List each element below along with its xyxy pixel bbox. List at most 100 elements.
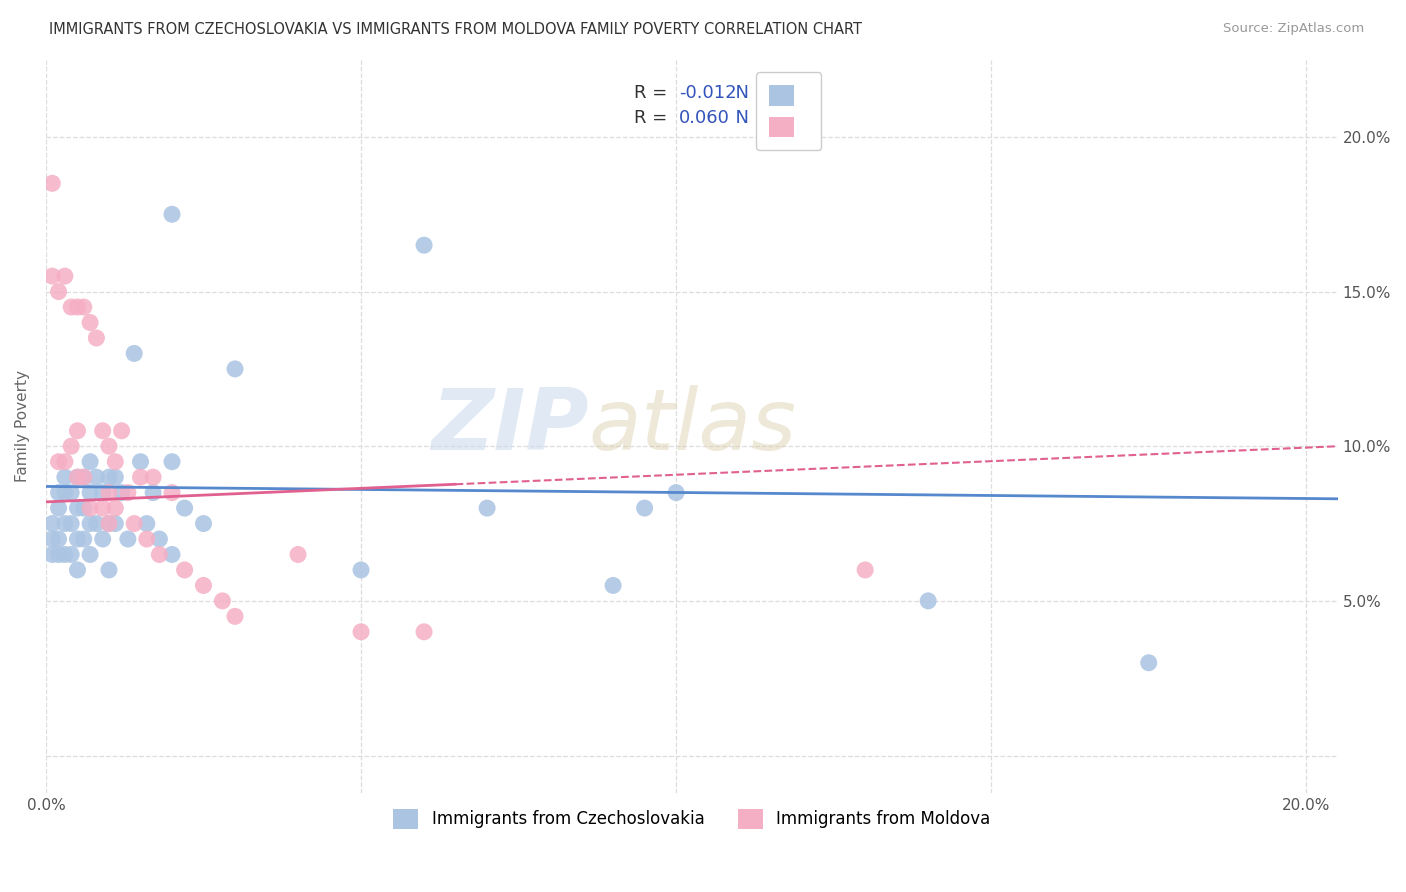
- Point: [98, 516, 121, 531]
- Point: [853, 563, 876, 577]
- Point: [41, 269, 63, 284]
- Point: [48, 532, 70, 546]
- Text: Source: ZipAtlas.com: Source: ZipAtlas.com: [1223, 22, 1364, 36]
- Point: [60, 548, 83, 562]
- Point: [104, 470, 127, 484]
- Point: [1137, 656, 1160, 670]
- Point: [48, 455, 70, 469]
- Text: atlas: atlas: [589, 384, 797, 467]
- Point: [117, 485, 139, 500]
- Point: [193, 516, 215, 531]
- Text: 0.060: 0.060: [679, 109, 730, 128]
- Point: [73, 470, 96, 484]
- Point: [413, 238, 436, 252]
- Point: [86, 470, 108, 484]
- Point: [66, 424, 89, 438]
- Text: -0.012: -0.012: [679, 84, 737, 102]
- Point: [148, 548, 170, 562]
- Point: [79, 548, 101, 562]
- Point: [91, 485, 114, 500]
- Point: [41, 516, 63, 531]
- Point: [475, 501, 498, 516]
- Point: [66, 470, 89, 484]
- Point: [98, 563, 121, 577]
- Point: [142, 470, 165, 484]
- Point: [173, 563, 195, 577]
- Point: [173, 501, 195, 516]
- Point: [53, 516, 76, 531]
- Point: [193, 578, 215, 592]
- Point: [73, 470, 96, 484]
- Point: [53, 455, 76, 469]
- Point: [60, 516, 83, 531]
- Point: [48, 548, 70, 562]
- Point: [91, 532, 114, 546]
- Point: [602, 578, 624, 592]
- Point: [66, 563, 89, 577]
- Point: [160, 455, 183, 469]
- Point: [48, 285, 70, 299]
- Point: [79, 455, 101, 469]
- Point: [135, 532, 157, 546]
- Point: [86, 516, 108, 531]
- Point: [48, 501, 70, 516]
- Point: [66, 532, 89, 546]
- Point: [135, 516, 157, 531]
- Text: ZIP: ZIP: [430, 384, 589, 467]
- Point: [79, 501, 101, 516]
- Point: [86, 331, 108, 345]
- Point: [665, 485, 688, 500]
- Point: [160, 485, 183, 500]
- Point: [91, 424, 114, 438]
- Point: [79, 316, 101, 330]
- Point: [350, 624, 373, 639]
- Point: [148, 532, 170, 546]
- Point: [122, 516, 145, 531]
- Point: [48, 485, 70, 500]
- Point: [110, 485, 132, 500]
- Point: [98, 516, 121, 531]
- Point: [104, 455, 127, 469]
- Point: [60, 439, 83, 453]
- Point: [129, 470, 152, 484]
- Point: [60, 300, 83, 314]
- Point: [211, 594, 233, 608]
- Point: [224, 362, 246, 376]
- Text: N = 39: N = 39: [724, 109, 799, 128]
- Point: [98, 439, 121, 453]
- Text: R =: R =: [634, 84, 672, 102]
- Point: [117, 532, 139, 546]
- Point: [633, 501, 655, 516]
- Point: [224, 609, 246, 624]
- Point: [104, 501, 127, 516]
- Point: [91, 501, 114, 516]
- Text: R =: R =: [634, 109, 672, 128]
- Point: [73, 300, 96, 314]
- Point: [73, 501, 96, 516]
- Point: [41, 177, 63, 191]
- Point: [160, 207, 183, 221]
- Text: N = 55: N = 55: [724, 84, 799, 102]
- Legend: Immigrants from Czechoslovakia, Immigrants from Moldova: Immigrants from Czechoslovakia, Immigran…: [387, 802, 997, 836]
- Point: [66, 300, 89, 314]
- Point: [110, 424, 132, 438]
- Point: [79, 516, 101, 531]
- Point: [41, 532, 63, 546]
- Point: [917, 594, 939, 608]
- Point: [122, 346, 145, 360]
- Point: [287, 548, 309, 562]
- Point: [142, 485, 165, 500]
- Point: [413, 624, 436, 639]
- Point: [129, 455, 152, 469]
- Point: [73, 532, 96, 546]
- Point: [98, 470, 121, 484]
- Point: [53, 548, 76, 562]
- Point: [104, 516, 127, 531]
- Point: [66, 501, 89, 516]
- Point: [60, 485, 83, 500]
- Point: [66, 470, 89, 484]
- Point: [53, 485, 76, 500]
- Point: [350, 563, 373, 577]
- Point: [41, 548, 63, 562]
- Point: [160, 548, 183, 562]
